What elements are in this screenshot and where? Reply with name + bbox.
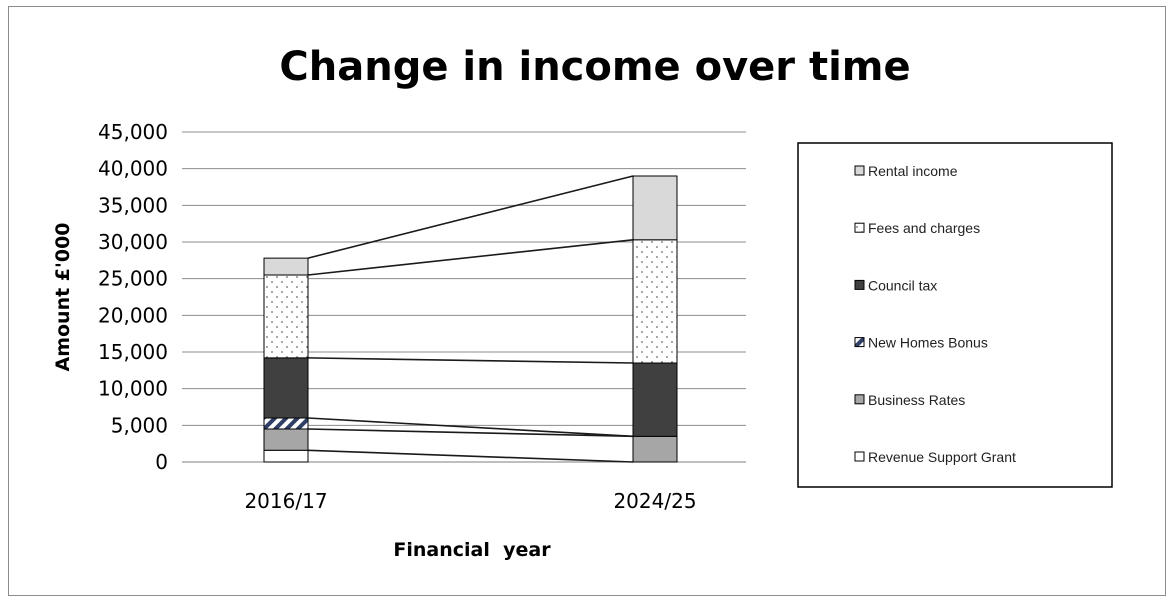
legend-box <box>797 142 1113 488</box>
legend-label: Rental income <box>868 163 958 179</box>
legend: Rental income Fees and charges Council tax… <box>854 163 1016 465</box>
series-line-rental-income <box>307 175 634 259</box>
y-tick-labels: 0 5,000 10,000 15,000 20,000 25,000 30,000 35,0… <box>98 120 168 474</box>
y-tick-label: 25,000 <box>98 267 168 291</box>
y-tick-label: 0 <box>155 450 168 474</box>
legend-swatch <box>854 165 865 176</box>
bar-segment-fees-and-charges-1 <box>263 274 309 359</box>
bar-segment-rental-income-1 <box>263 257 309 276</box>
y-tick-label: 40,000 <box>98 157 168 181</box>
bar-segment-business-rates-1 <box>263 428 309 451</box>
x-axis-title: Financial year <box>393 539 551 561</box>
legend-swatch <box>854 279 865 290</box>
legend-swatch <box>854 222 865 233</box>
y-tick-label: 35,000 <box>98 193 168 217</box>
x-category-labels: 2016/17 2024/25 <box>244 489 696 513</box>
bar-segment-new-homes-bonus-1 <box>263 417 309 430</box>
series-line-revenue-support-grant <box>307 449 634 463</box>
bars <box>263 175 678 463</box>
series-line-fees-and-charges <box>307 239 634 276</box>
x-category-label: 2016/17 <box>244 489 327 513</box>
legend-swatch <box>854 394 865 405</box>
series-line-new-homes-bonus <box>307 417 634 438</box>
chart-title: Change in income over time <box>279 44 910 90</box>
legend-swatch <box>854 451 865 462</box>
bar-segment-rental-income-2 <box>632 175 678 241</box>
x-category-label: 2024/25 <box>613 489 696 513</box>
legend-label: Council tax <box>868 277 937 293</box>
y-tick-label: 30,000 <box>98 230 168 254</box>
legend-label: New Homes Bonus <box>868 335 988 351</box>
legend-label: Business Rates <box>868 392 965 408</box>
bar-segment-fees-and-charges-2 <box>632 239 678 364</box>
bar-segment-council-tax-1 <box>263 357 309 419</box>
bar-segment-council-tax-2 <box>632 362 678 437</box>
series-connectors <box>307 175 634 463</box>
y-tick-label: 20,000 <box>98 303 168 327</box>
y-tick-label: 5,000 <box>111 413 168 437</box>
series-line-business-rates <box>307 428 634 438</box>
bar-segment-business-rates-2 <box>632 435 678 463</box>
y-tick-label: 10,000 <box>98 377 168 401</box>
legend-swatch <box>854 337 865 348</box>
y-tick-label: 15,000 <box>98 340 168 364</box>
legend-label: Fees and charges <box>868 220 980 236</box>
bar-segment-revenue-support-grant-1 <box>263 449 309 463</box>
legend-label: Revenue Support Grant <box>868 449 1016 465</box>
series-line-council-tax <box>307 357 634 364</box>
y-tick-label: 45,000 <box>98 120 168 144</box>
y-axis-title: Amount £'000 <box>52 222 74 371</box>
